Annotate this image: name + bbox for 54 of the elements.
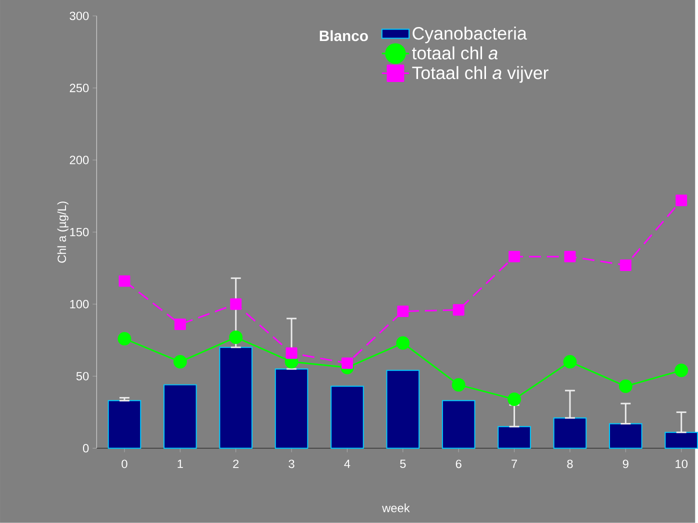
point	[508, 250, 520, 262]
point	[173, 355, 187, 369]
y-tick-label: 50	[76, 372, 89, 380]
x-tick-label: 5	[400, 460, 406, 468]
point	[564, 250, 576, 262]
x-tick-label: 3	[288, 460, 294, 468]
bar	[609, 423, 642, 449]
x-tick-label: 10	[676, 460, 688, 468]
point	[397, 306, 409, 318]
bar	[274, 368, 308, 449]
bar	[330, 386, 364, 449]
bar	[164, 384, 197, 449]
x-tick-label: 6	[456, 460, 462, 468]
x-tick-label: 4	[344, 460, 350, 468]
x-tick-label: 1	[178, 460, 183, 468]
bar	[553, 417, 587, 449]
point	[118, 275, 130, 287]
x-tick-label: 0	[122, 460, 128, 468]
point	[341, 358, 353, 369]
legend-label: Cyanobacteria	[412, 26, 527, 44]
point	[118, 332, 132, 346]
point	[618, 380, 632, 394]
annotation: Blanco	[320, 30, 368, 42]
bar	[386, 370, 420, 449]
y-tick-label: 300	[70, 12, 89, 20]
legend-label: totaal chl a	[412, 46, 498, 60]
point	[508, 392, 522, 406]
bar	[108, 400, 142, 449]
bar	[498, 426, 531, 449]
x-tick-label: 2	[233, 460, 239, 468]
x-tick-label: 8	[567, 460, 573, 468]
legend-label: Totaal chl a vijver	[412, 66, 548, 83]
point	[286, 347, 298, 359]
point	[396, 336, 410, 350]
y-tick-label: 150	[70, 228, 89, 236]
point	[563, 355, 577, 369]
point	[229, 330, 243, 344]
y-tick-label: 250	[70, 84, 89, 92]
x-axis-title: week	[382, 504, 410, 512]
point	[174, 318, 186, 330]
point	[620, 260, 632, 271]
x-tick-label: 7	[512, 460, 517, 468]
point	[452, 304, 464, 316]
y-tick-label: 0	[82, 444, 89, 452]
y-tick-label: 100	[70, 300, 89, 308]
point	[452, 378, 466, 392]
x-tick-label: 9	[622, 460, 628, 468]
bar	[219, 346, 252, 449]
point	[230, 298, 242, 310]
y-axis-title: Chl a (µg/L)	[57, 202, 68, 263]
point	[674, 364, 688, 378]
bar	[442, 400, 476, 449]
y-tick-label: 200	[70, 156, 89, 164]
point	[676, 194, 688, 206]
